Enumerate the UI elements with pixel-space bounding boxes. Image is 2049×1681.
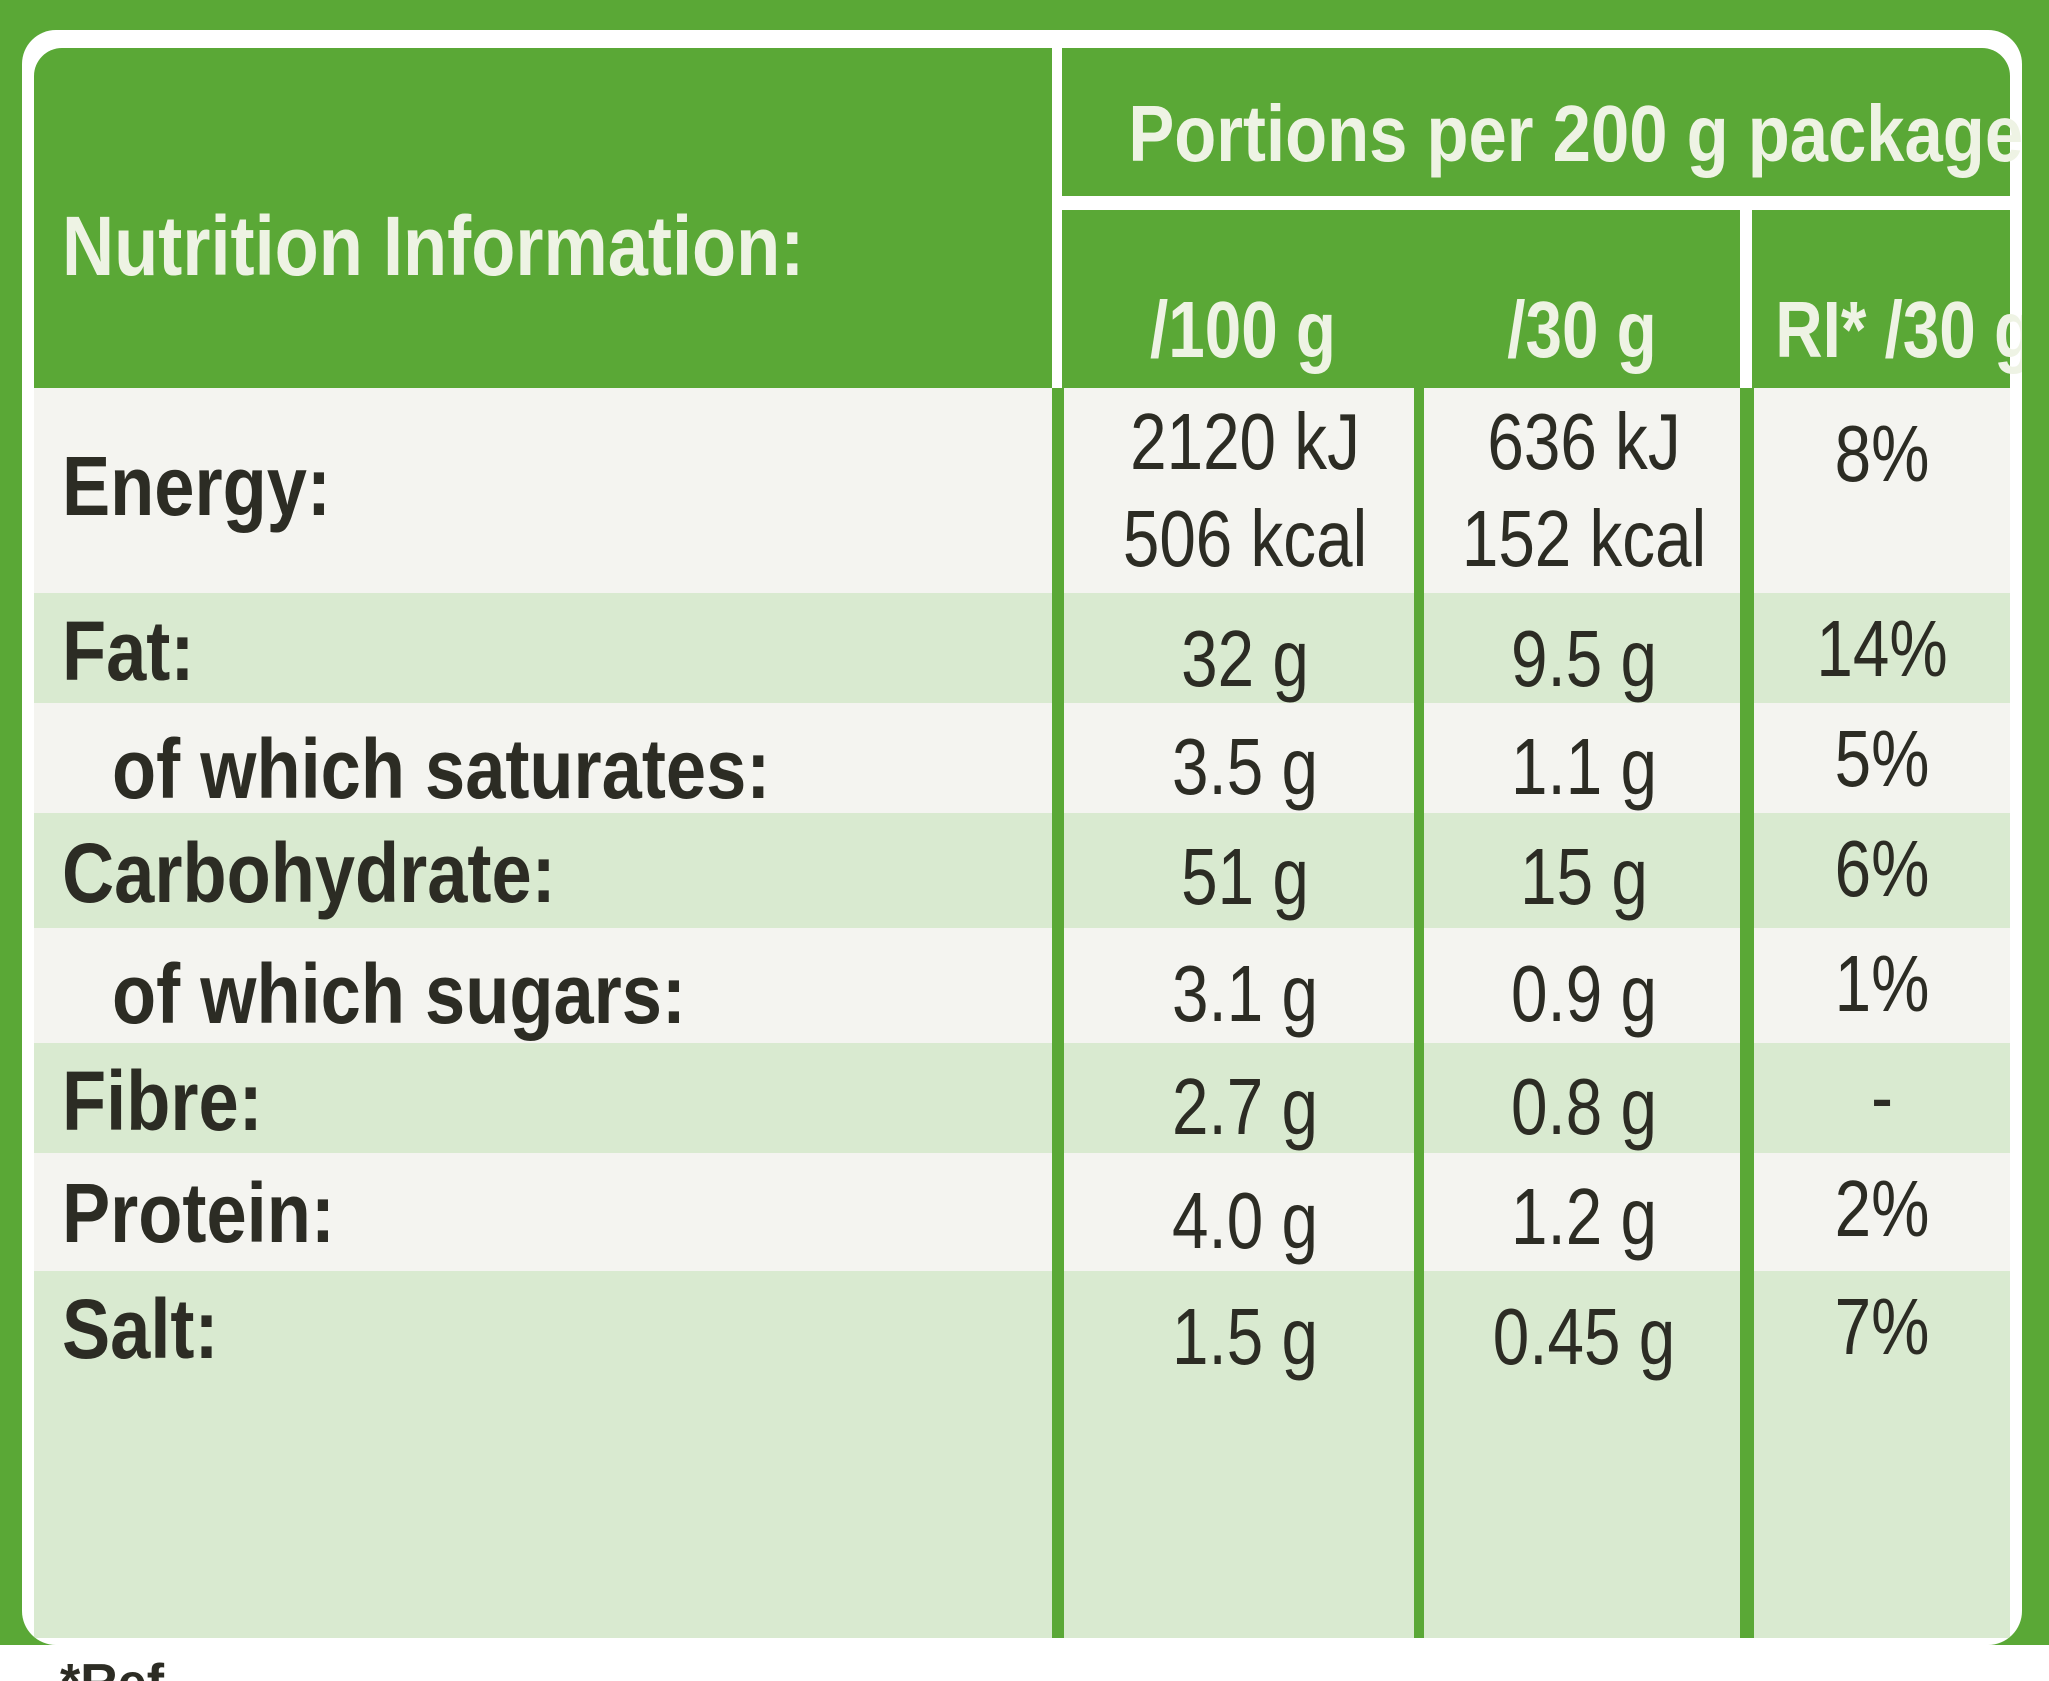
value-per-100g: 3.5 g (1172, 722, 1318, 811)
value-ri: - (1871, 1052, 1893, 1141)
nutrition-table: Nutrition Information: Portions per 200 … (22, 30, 2022, 1645)
value-per-30g: 636 kJ (1487, 397, 1681, 486)
portions-cell: Portions per 200 g package: 6 (1062, 48, 2022, 196)
value-per-30g: 9.5 g (1511, 614, 1657, 703)
value-per-30g: 0.9 g (1511, 949, 1657, 1038)
column-header-label: /100 g (1150, 285, 1336, 374)
value-per-30g: 1.2 g (1511, 1172, 1657, 1261)
value-ri: 5% (1834, 714, 1930, 803)
table-row: Salt: 1.5 g 0.45 g 7% (34, 1271, 2010, 1638)
table-row: Fibre: 2.7 g 0.8 g - (34, 1043, 2010, 1153)
table-row: Fat: 32 g 9.5 g 14% (34, 593, 2010, 703)
value-ri: 14% (1816, 604, 1948, 693)
value-per-100g: 4.0 g (1172, 1176, 1318, 1265)
value-per-100g: 2.7 g (1172, 1062, 1318, 1151)
row-label: of which sugars: (112, 947, 686, 1041)
value-per-100g: 32 g (1181, 614, 1309, 703)
value-per-30g-kcal: 152 kcal (1461, 494, 1707, 583)
column-header-per-100g: /100 g (1062, 210, 1430, 388)
value-ri: 1% (1834, 939, 1930, 1028)
column-header-label: RI* /30 g (1775, 285, 2022, 374)
value-per-100g-kcal: 506 kcal (1122, 494, 1368, 583)
row-label: Fibre: (62, 1054, 263, 1148)
value-ri: 6% (1834, 824, 1930, 913)
column-header-per-30g: /30 g (1424, 210, 1740, 388)
value-per-30g: 0.45 g (1492, 1292, 1676, 1381)
value-per-30g: 15 g (1520, 832, 1648, 921)
column-header-ri: RI* /30 g (1752, 210, 2022, 388)
row-label: Fat: (62, 604, 195, 698)
value-per-100g: 51 g (1181, 832, 1309, 921)
table-row: Energy: 2120 kJ 506 kcal 636 kJ 152 kcal… (34, 388, 2010, 593)
value-per-100g: 3.1 g (1172, 949, 1318, 1038)
value-ri: 8% (1834, 409, 1930, 498)
value-ri: 2% (1834, 1164, 1930, 1253)
row-label: Carbohydrate: (62, 826, 556, 920)
value-per-30g: 0.8 g (1511, 1062, 1657, 1151)
row-label: Salt: (62, 1282, 219, 1376)
table-row: Protein: 4.0 g 1.2 g 2% (34, 1153, 2010, 1271)
footnote-text: *Ref (60, 1653, 164, 1681)
table-row: of which saturates: 3.5 g 1.1 g 5% (34, 703, 2010, 816)
table-row: Carbohydrate: 51 g 15 g 6% (34, 813, 2010, 928)
column-divider (1740, 388, 1754, 1638)
row-label: Energy: (62, 439, 331, 533)
table-title: Nutrition Information: (62, 199, 805, 293)
row-label: of which saturates: (112, 722, 771, 816)
column-divider (1052, 388, 1064, 1638)
value-per-100g: 2120 kJ (1130, 397, 1360, 486)
row-label: Protein: (62, 1166, 335, 1260)
footer-band: *Ref (0, 1645, 2049, 1681)
column-header-label: /30 g (1507, 285, 1657, 374)
portions-text: Portions per 200 g package: 6 (1128, 89, 2022, 178)
value-per-30g: 1.1 g (1511, 722, 1657, 811)
value-per-100g: 1.5 g (1172, 1292, 1318, 1381)
table-body: Energy: 2120 kJ 506 kcal 636 kJ 152 kcal… (34, 388, 2010, 1638)
title-cell: Nutrition Information: (34, 48, 1052, 388)
column-divider (1414, 388, 1424, 1638)
value-ri: 7% (1834, 1282, 1930, 1371)
table-row: of which sugars: 3.1 g 0.9 g 1% (34, 928, 2010, 1043)
